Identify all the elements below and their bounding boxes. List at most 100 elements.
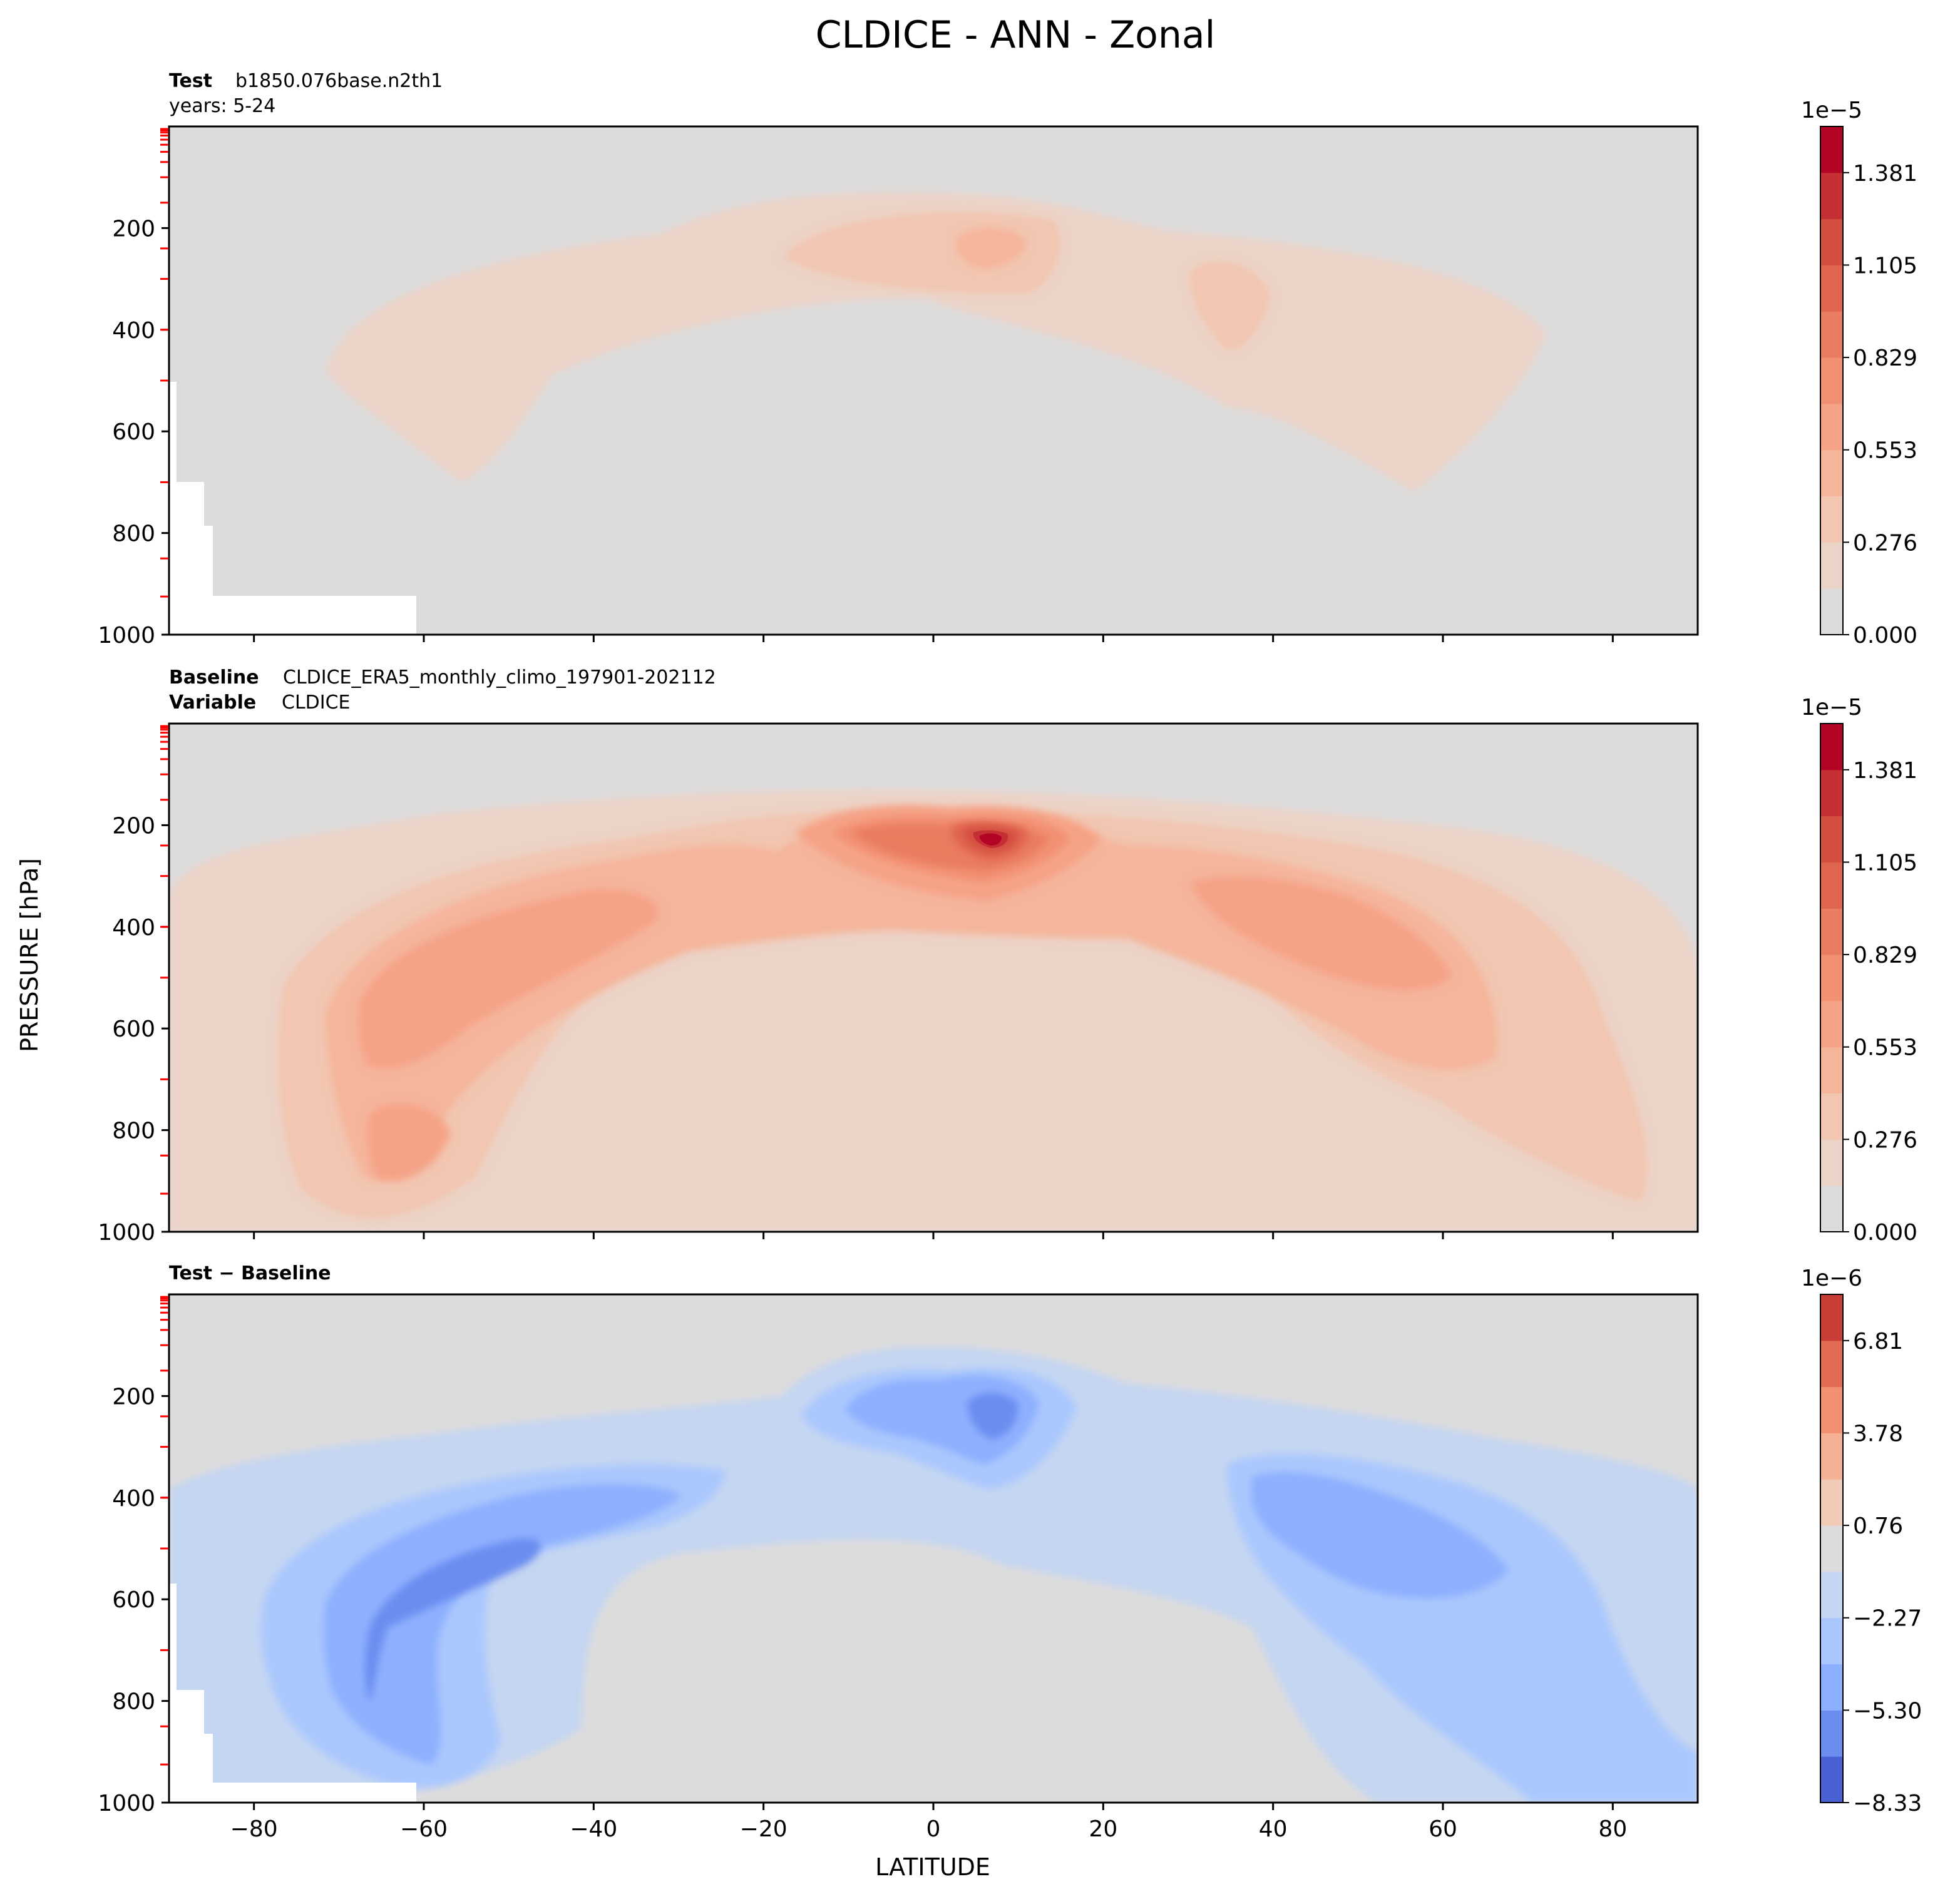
y-tick-label: 1000 xyxy=(98,623,155,648)
colorbar-scale-label: 1e−5 xyxy=(1801,695,1862,720)
colorbar-tick-label: 6.81 xyxy=(1853,1329,1903,1354)
x-tick-label: 0 xyxy=(926,1816,941,1842)
colorbar-swatch xyxy=(1820,1525,1843,1572)
panel-test: Test b1850.076base.n2th1 years: 5-24 200… xyxy=(98,70,1917,648)
contour-level-3-tropics xyxy=(955,227,1027,269)
colorbar-tick-label: 0.000 xyxy=(1853,623,1917,648)
colorbar-swatch xyxy=(1820,172,1843,220)
panel-baseline-header-bold: Baseline xyxy=(169,667,259,688)
panel-test-header-years: years: 5-24 xyxy=(169,95,275,117)
colorbar-swatch xyxy=(1820,1139,1843,1186)
panel-difference-axis-ticks: 200 400 600 800 1000 −80 −60 −40 −20 0 20 40 60 80 xyxy=(98,1296,1627,1842)
panel-difference-colorbar: −8.33 −5.30 −2.27 0.76 3.78 6.81 1e−6 xyxy=(1801,1266,1922,1816)
colorbar-swatch xyxy=(1820,1294,1843,1341)
figure-title: CLDICE - ANN - Zonal xyxy=(816,13,1216,57)
colorbar-swatch xyxy=(1820,1479,1843,1526)
colorbar-swatch xyxy=(1820,1617,1843,1665)
y-axis-label: PRESSURE [hPa] xyxy=(16,858,43,1052)
colorbar-swatch xyxy=(1820,588,1843,635)
y-tick-label: 1000 xyxy=(98,1791,155,1816)
panel-test-field xyxy=(169,126,1698,635)
y-tick-label: 600 xyxy=(112,1016,155,1042)
x-tick-label: 20 xyxy=(1089,1816,1117,1842)
contour-level-negative-4-southern xyxy=(365,1538,541,1702)
x-tick-label: 80 xyxy=(1598,1816,1627,1842)
colorbar-swatch xyxy=(1820,1185,1843,1232)
panel-test-header-case: b1850.076base.n2th1 xyxy=(235,70,443,92)
y-tick-label: 800 xyxy=(112,521,155,547)
colorbar-tick-label: 1.381 xyxy=(1853,758,1917,784)
colorbar-swatch xyxy=(1820,769,1843,817)
panel-baseline-field xyxy=(169,724,1698,1232)
contour-level-negative-3-northern xyxy=(1251,1472,1509,1599)
colorbar-tick-label: 1.381 xyxy=(1853,161,1917,187)
panel-baseline-colorbar: 0.000 0.276 0.553 0.829 1.105 1.381 1e−5 xyxy=(1801,695,1917,1246)
contour-level-4-northern xyxy=(1189,876,1452,991)
colorbar-swatch xyxy=(1820,1710,1843,1757)
colorbar-swatch xyxy=(1820,1093,1843,1140)
panel-baseline: Baseline CLDICE_ERA5_monthly_climo_19790… xyxy=(98,667,1917,1246)
x-axis-label: LATITUDE xyxy=(875,1853,990,1881)
colorbar-frame xyxy=(1820,126,1844,635)
x-tick-label: 40 xyxy=(1259,1816,1288,1842)
colorbar-swatch xyxy=(1820,311,1843,358)
colorbar-swatch xyxy=(1820,1340,1843,1388)
colorbar-scale-label: 1e−6 xyxy=(1801,1266,1862,1291)
colorbar-tick-label: 0.276 xyxy=(1853,1127,1917,1153)
colorbar-swatch xyxy=(1820,496,1843,543)
panel-baseline-header-variable: CLDICE xyxy=(282,692,351,714)
x-tick-label: −80 xyxy=(230,1816,278,1842)
colorbar-tick-label: 0.000 xyxy=(1853,1220,1917,1246)
y-tick-label: 1000 xyxy=(98,1220,155,1246)
colorbar-frame xyxy=(1820,723,1844,1232)
panel-baseline-header-variable-bold: Variable xyxy=(169,692,256,714)
contour-level-4-southern-low xyxy=(367,1103,451,1181)
colorbar-swatch xyxy=(1820,1000,1843,1048)
panel-baseline-header-case: CLDICE_ERA5_monthly_climo_197901-202112 xyxy=(283,667,716,688)
colorbar-scale-label: 1e−5 xyxy=(1801,98,1862,123)
panel-test-colorbar: 0.000 0.276 0.553 0.829 1.105 1.381 1e−5 xyxy=(1801,98,1917,648)
terrain-mask xyxy=(169,1783,416,1803)
y-tick-label: 400 xyxy=(112,1486,155,1512)
colorbar-swatch xyxy=(1820,357,1843,404)
colorbar-swatch xyxy=(1820,724,1843,770)
contour-level-negative-3-southern xyxy=(324,1484,682,1765)
colorbar-tick-label: 0.553 xyxy=(1853,1035,1917,1061)
colorbar-swatch xyxy=(1820,403,1843,451)
x-tick-label: −20 xyxy=(740,1816,788,1842)
colorbar-tick-label: 0.829 xyxy=(1853,346,1917,371)
y-tick-label: 400 xyxy=(112,915,155,941)
contour-level-2-northern xyxy=(1189,261,1271,351)
x-tick-label: −40 xyxy=(570,1816,617,1842)
colorbar-swatch xyxy=(1820,1433,1843,1480)
y-tick-label: 800 xyxy=(112,1118,155,1144)
colorbar-swatch xyxy=(1820,265,1843,312)
colorbar-swatch xyxy=(1820,1664,1843,1711)
panel-difference-header: Test − Baseline xyxy=(169,1262,331,1284)
colorbar-swatch xyxy=(1820,1571,1843,1619)
terrain-mask xyxy=(169,596,416,635)
y-tick-label: 800 xyxy=(112,1689,155,1715)
colorbar-swatch xyxy=(1820,1047,1843,1094)
panel-baseline-axis-ticks: 200 400 600 800 1000 xyxy=(98,725,1614,1246)
x-tick-label: −60 xyxy=(400,1816,448,1842)
contour-level-10-tropics xyxy=(979,833,1002,846)
contour-level-4-southern xyxy=(358,889,659,1069)
colorbar-tick-label: 1.105 xyxy=(1853,253,1917,279)
panel-test-header-bold: Test xyxy=(169,70,212,92)
colorbar-swatch xyxy=(1820,816,1843,862)
colorbar-swatch xyxy=(1820,862,1843,909)
y-tick-label: 200 xyxy=(112,216,155,242)
panel-difference-field xyxy=(169,1294,1698,1803)
colorbar-tick-label: 1.105 xyxy=(1853,850,1917,876)
colorbar-tick-label: −2.27 xyxy=(1853,1606,1922,1632)
colorbar-tick-label: 0.829 xyxy=(1853,943,1917,968)
colorbar-swatch xyxy=(1820,908,1843,955)
colorbar-tick-label: −8.33 xyxy=(1853,1791,1922,1816)
colorbar-swatch xyxy=(1820,955,1843,1001)
colorbar-swatch xyxy=(1820,1386,1843,1433)
y-tick-label: 400 xyxy=(112,318,155,344)
colorbar-swatch xyxy=(1820,542,1843,589)
colorbar-tick-label: 3.78 xyxy=(1853,1421,1903,1446)
